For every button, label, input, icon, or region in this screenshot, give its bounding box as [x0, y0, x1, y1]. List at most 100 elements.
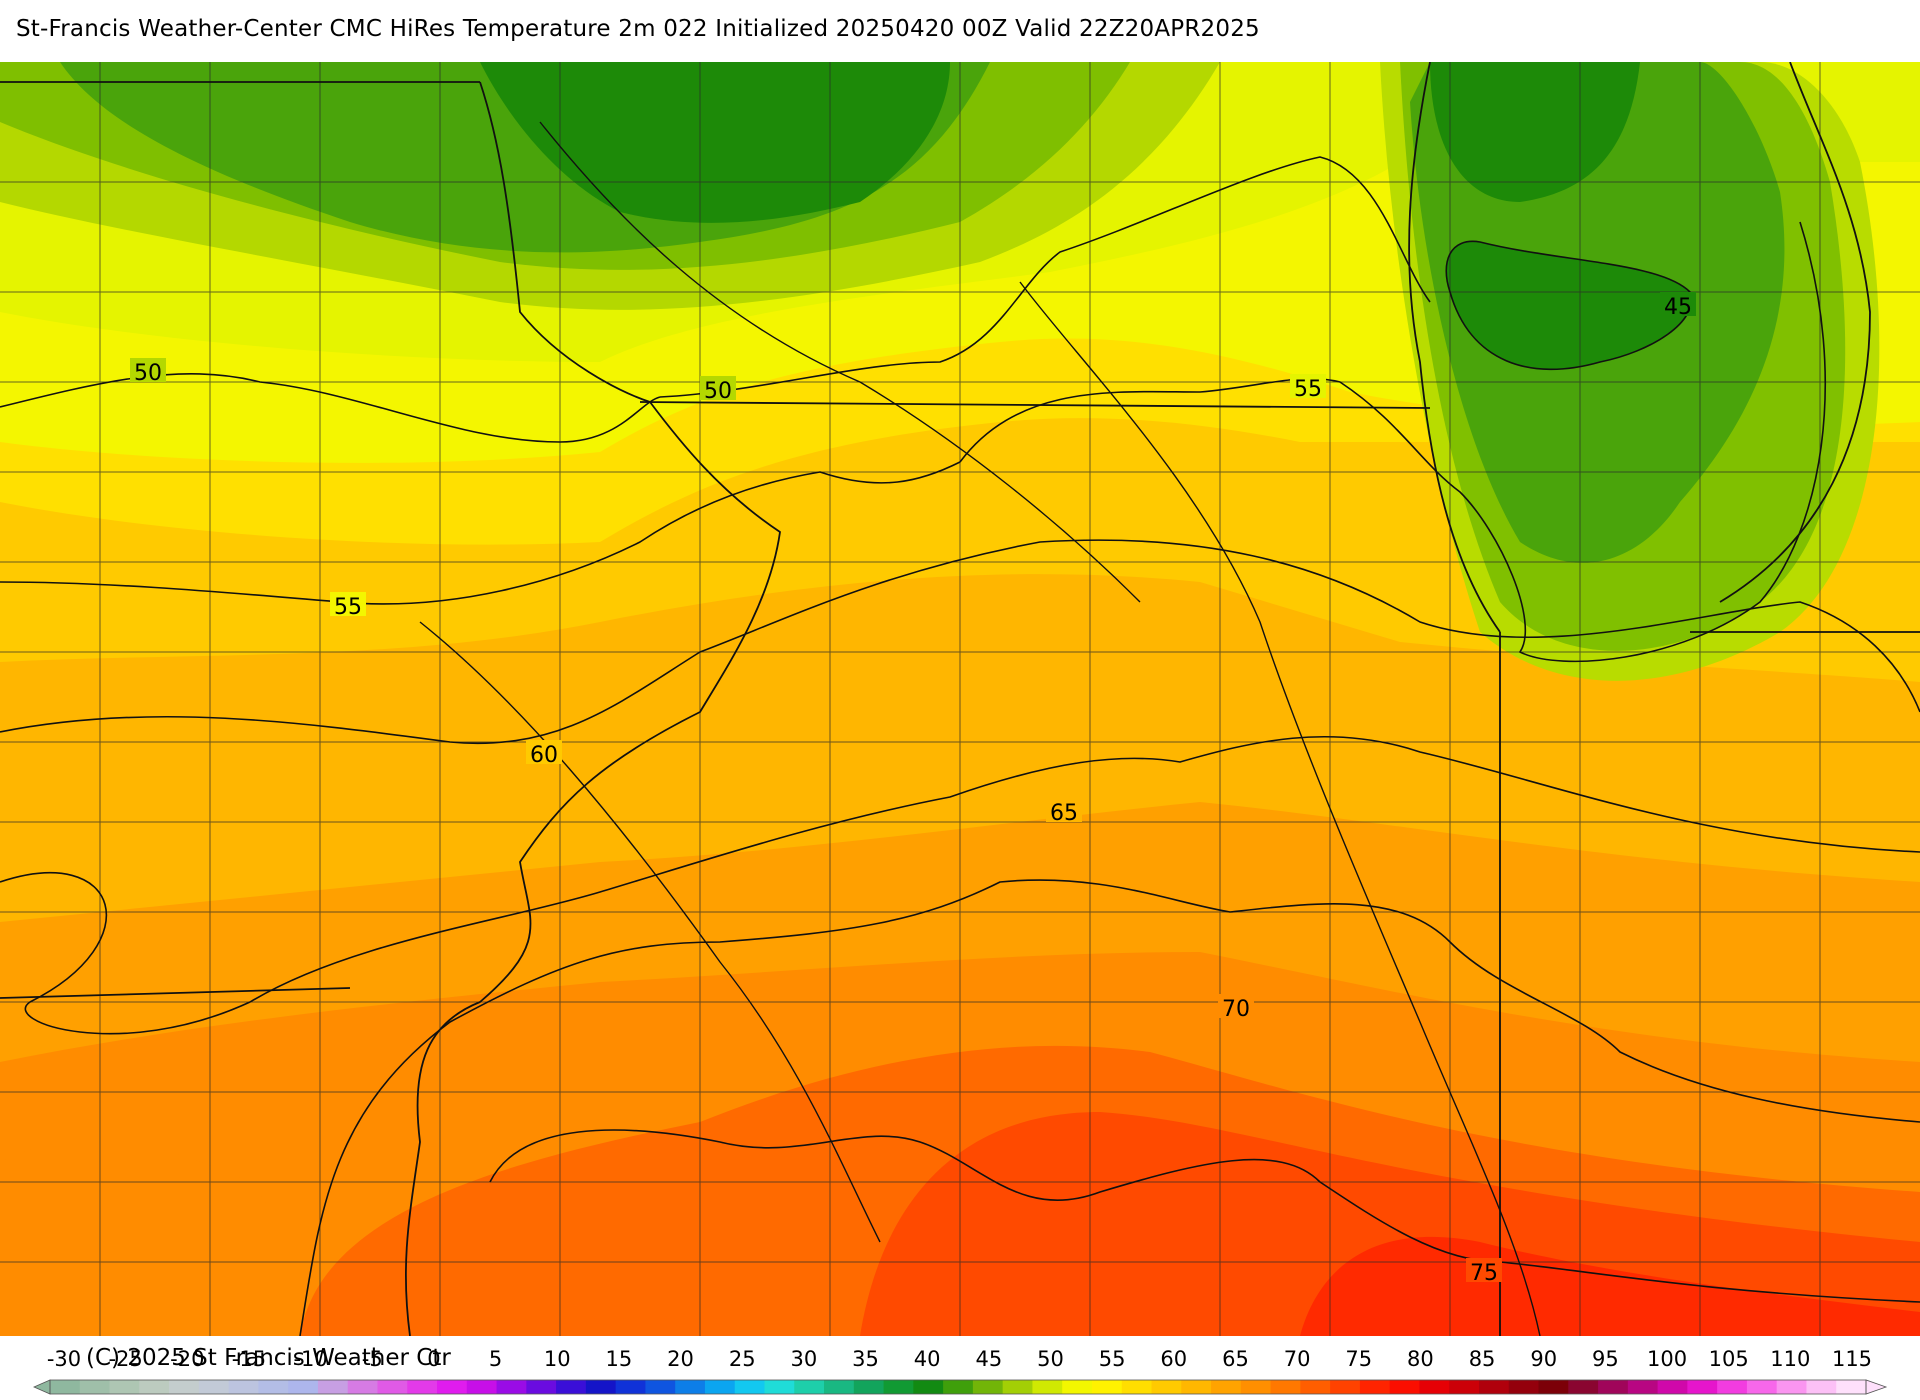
legend-swatch [615, 1380, 646, 1394]
legend-swatch [1062, 1380, 1093, 1394]
legend-outline [49, 1379, 1867, 1395]
legend-swatch [50, 1380, 81, 1394]
legend-swatch [1240, 1380, 1272, 1394]
legend-swatch [704, 1380, 736, 1394]
legend-swatch [139, 1380, 170, 1394]
legend-tick-label: 30 [790, 1347, 817, 1371]
legend-tick-label: -15 [232, 1347, 266, 1371]
legend-tick-label: 55 [1099, 1347, 1126, 1371]
legend-swatch [853, 1380, 885, 1394]
legend-tick-label: 100 [1647, 1347, 1687, 1371]
legend-swatch [407, 1380, 438, 1394]
legend-tick-label: 105 [1709, 1347, 1749, 1371]
legend-swatch [1627, 1380, 1659, 1394]
isotherm-55-west [0, 461, 961, 605]
legend-swatch [1270, 1380, 1301, 1394]
legend-swatch [1657, 1380, 1688, 1394]
legend-swatch [1508, 1380, 1540, 1394]
isotherm-65 [0, 735, 1920, 1035]
legend-swatch [496, 1380, 527, 1394]
legend-swatch [943, 1380, 974, 1394]
contour-label-60: 60 [530, 743, 558, 768]
legend-tick-label: 45 [975, 1347, 1002, 1371]
legend-swatch [1449, 1380, 1480, 1394]
legend-swatch [913, 1380, 944, 1394]
legend-tick-label: 80 [1407, 1347, 1434, 1371]
legend-swatch [556, 1380, 587, 1394]
legend-tick-label: 50 [1037, 1347, 1064, 1371]
legend-tick-label: 65 [1222, 1347, 1249, 1371]
copyright-text: (C) 2025 St Francis Weather Ctr [86, 1345, 451, 1371]
legend-swatch [198, 1380, 230, 1394]
temperature-map: 50 50 55 55 45 60 65 70 75 [0, 62, 1920, 1336]
legend-swatch [526, 1380, 557, 1394]
legend-tick-label: 15 [606, 1347, 633, 1371]
legend-swatch [645, 1380, 676, 1394]
legend-swatch [1032, 1380, 1063, 1394]
chart-title: St-Francis Weather-Center CMC HiRes Temp… [16, 16, 1260, 42]
legend-tick-label: 60 [1160, 1347, 1187, 1371]
legend-swatch [1776, 1380, 1807, 1394]
contour-label-50-west: 50 [134, 361, 162, 386]
legend-tick-label: 40 [914, 1347, 941, 1371]
legend-tick-label: 115 [1832, 1347, 1872, 1371]
band-cool-lake-top [1430, 62, 1640, 202]
legend-swatch [1151, 1380, 1182, 1394]
legend-swatch [675, 1380, 706, 1394]
legend-swatch [1359, 1380, 1391, 1394]
legend-swatch [734, 1380, 765, 1394]
legend-swatch [1598, 1380, 1629, 1394]
legend-swatch [437, 1380, 468, 1394]
legend-swatch [1300, 1380, 1331, 1394]
legend-tick-labels: -30 -25 -20 -15 -10 -5 0 5 10 15 20 25 30 35 40 45 50 55 6… [47, 1347, 1872, 1371]
legend-swatch [1211, 1380, 1242, 1394]
legend-tick-label: -20 [170, 1347, 204, 1371]
legend-swatch [1568, 1380, 1599, 1394]
legend-tick-label: 20 [667, 1347, 694, 1371]
isotherm-50-west [0, 373, 661, 443]
legend-swatch [377, 1380, 408, 1394]
legend-swatch [109, 1380, 140, 1394]
legend-swatch [1836, 1380, 1867, 1394]
legend-arrow-left [33, 1379, 51, 1395]
legend-tick-label: 90 [1530, 1347, 1557, 1371]
isotherm-75 [489, 1129, 1920, 1303]
legend-swatch [228, 1380, 259, 1394]
band-west-warm [0, 1140, 293, 1336]
band-cool-lake-core [1446, 241, 1692, 370]
legend-tick-label: 75 [1345, 1347, 1372, 1371]
legend-tick-label: 95 [1592, 1347, 1619, 1371]
contour-labels: 50 50 55 55 45 60 65 70 75 [130, 292, 1696, 1286]
legend-color-bar [33, 1379, 1888, 1395]
legend-tick-label: 110 [1770, 1347, 1810, 1371]
legend-tick-label: -30 [47, 1347, 81, 1371]
legend-tick-label: 25 [729, 1347, 756, 1371]
state-boundaries [0, 62, 1920, 1336]
legend-tick-label: 5 [489, 1347, 502, 1371]
legend-tick-label: 70 [1284, 1347, 1311, 1371]
color-legend: -30 -25 -20 -15 -10 -5 0 5 10 15 20 25 30 35 40 45 50 55 6… [33, 1347, 1888, 1395]
legend-tick-label: 10 [544, 1347, 571, 1371]
legend-swatch [1121, 1380, 1153, 1394]
legend-swatch [585, 1380, 617, 1394]
contour-label-65: 65 [1050, 801, 1078, 826]
contour-label-50-east: 50 [704, 379, 732, 404]
legend-tick-label: 85 [1469, 1347, 1496, 1371]
isotherm-50 [659, 156, 1431, 398]
contour-label-55-east: 55 [1294, 377, 1322, 402]
legend-swatch [347, 1380, 378, 1394]
legend-swatch [1538, 1380, 1569, 1394]
legend-tick-label: -5 [362, 1347, 383, 1371]
legend-swatch [317, 1380, 349, 1394]
contour-label-45: 45 [1664, 295, 1692, 320]
legend-swatch [258, 1380, 289, 1394]
legend-arrow-right [1865, 1379, 1888, 1395]
isotherm-70 [299, 879, 1920, 1336]
legend-swatch [1806, 1380, 1837, 1394]
county-boundaries [0, 62, 1920, 1336]
legend-swatch [288, 1380, 319, 1394]
legend-swatch [824, 1380, 855, 1394]
legend-swatch [1002, 1380, 1033, 1394]
legend-tick-label: 35 [852, 1347, 879, 1371]
legend-tick-label: -10 [293, 1347, 327, 1371]
